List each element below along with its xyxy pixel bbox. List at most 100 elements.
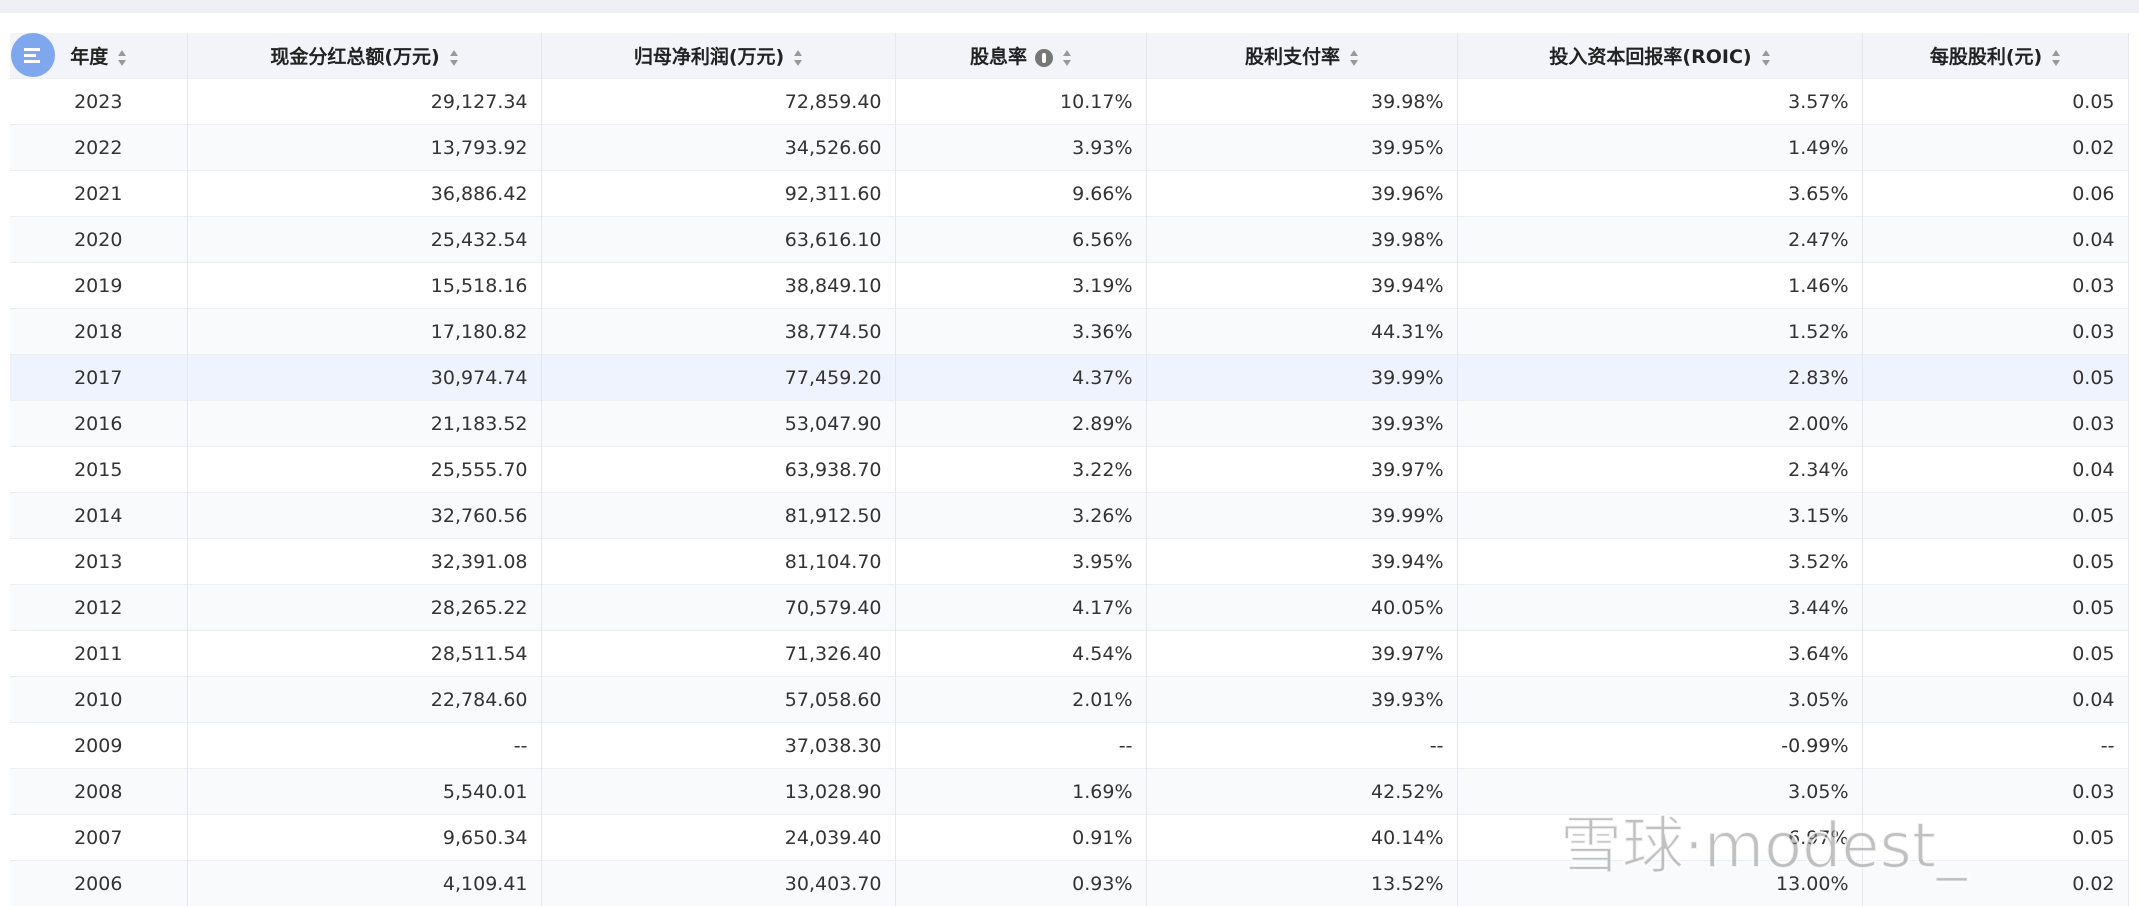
table-cell: 39.95% (1146, 124, 1458, 171)
table-row: 2007 9,650.34 24,039.40 0.91% 40.14% 6.97% 0.0… (10, 814, 2129, 861)
table-cell: 57,058.60 (541, 676, 896, 723)
table-cell: 13.52% (1146, 860, 1458, 906)
table-cell: 36,886.42 (187, 170, 542, 217)
table-cell: 3.57% (1457, 78, 1863, 125)
table-cell: 2010 (10, 676, 188, 723)
table-cell: 13.00% (1457, 860, 1863, 906)
table-cell: 39.94% (1146, 538, 1458, 585)
table-cell: 3.44% (1457, 584, 1863, 631)
table-cell: 39.97% (1146, 446, 1458, 493)
table-cell: 2.00% (1457, 400, 1863, 447)
table-cell: 3.05% (1457, 676, 1863, 723)
table-cell: 3.19% (895, 262, 1147, 309)
table-cell: 37,038.30 (541, 722, 896, 769)
table-cell: 21,183.52 (187, 400, 542, 447)
table-cell: 25,432.54 (187, 216, 542, 263)
table-cell: 2015 (10, 446, 188, 493)
table-cell: 2016 (10, 400, 188, 447)
column-header[interactable]: 归母净利润(万元) (541, 33, 896, 79)
table-cell: 30,403.70 (541, 860, 896, 906)
table-cell: 2.83% (1457, 354, 1863, 401)
table-cell: 1.52% (1457, 308, 1863, 355)
menu-button[interactable] (11, 33, 55, 77)
table-cell: 15,518.16 (187, 262, 542, 309)
table-row: 2020 25,432.54 63,616.10 6.56% 39.98% 2.47% 0.… (10, 216, 2129, 263)
table-cell: 0.05 (1862, 630, 2129, 677)
column-header[interactable]: 投入资本回报率(ROIC) (1457, 33, 1863, 79)
sort-icon[interactable] (118, 49, 127, 66)
column-header[interactable]: 股利支付率 (1146, 33, 1458, 79)
dividend-table: 年度 现金分红总额(万元) 归母净利润(万元) 股息率 股利支付率 投入资本回报率(ROI… (10, 33, 2129, 906)
table-cell: 39.98% (1146, 78, 1458, 125)
table-cell: 4,109.41 (187, 860, 542, 906)
table-cell: 5,540.01 (187, 768, 542, 815)
column-header[interactable]: 每股股利(元) (1862, 33, 2129, 79)
table-cell: 0.05 (1862, 492, 2129, 539)
table-row: 2023 29,127.34 72,859.40 10.17% 39.98% 3.57% 0… (10, 78, 2129, 125)
column-header[interactable]: 股息率 (895, 33, 1147, 79)
table-cell: 4.17% (895, 584, 1147, 631)
table-row: 2013 32,391.08 81,104.70 3.95% 39.94% 3.52% 0.… (10, 538, 2129, 585)
table-cell: 0.03 (1862, 308, 2129, 355)
header-label: 股利支付率 (1244, 46, 1340, 68)
sort-icon[interactable] (2052, 49, 2061, 66)
table-cell: 28,511.54 (187, 630, 542, 677)
table-row: 2019 15,518.16 38,849.10 3.19% 39.94% 1.46% 0.… (10, 262, 2129, 309)
table-cell: 3.93% (895, 124, 1147, 171)
table-row: 2018 17,180.82 38,774.50 3.36% 44.31% 1.52% 0.… (10, 308, 2129, 355)
table-cell: 4.37% (895, 354, 1147, 401)
watermark: 雪球·modest_ (1559, 808, 1968, 883)
table-cell: 2019 (10, 262, 188, 309)
table-row: 2012 28,265.22 70,579.40 4.17% 40.05% 3.44% 0.… (10, 584, 2129, 631)
table-row: 2006 4,109.41 30,403.70 0.93% 13.52% 13.00% 0.… (10, 860, 2129, 906)
table-cell: 2014 (10, 492, 188, 539)
table-row: 2009 -- 37,038.30 -- -- -0.99% -- (10, 722, 2129, 769)
table-row: 2015 25,555.70 63,938.70 3.22% 39.97% 2.34% 0.… (10, 446, 2129, 493)
table-cell: 39.98% (1146, 216, 1458, 263)
table-cell: 17,180.82 (187, 308, 542, 355)
table-cell: 1.69% (895, 768, 1147, 815)
table-cell: 28,265.22 (187, 584, 542, 631)
column-header[interactable]: 现金分红总额(万元) (187, 33, 542, 79)
top-band (0, 0, 2139, 13)
table-cell: 29,127.34 (187, 78, 542, 125)
table-row: 2022 13,793.92 34,526.60 3.93% 39.95% 1.49% 0.… (10, 124, 2129, 171)
sort-icon[interactable] (794, 49, 803, 66)
table-cell: 2006 (10, 860, 188, 906)
table-cell: 2021 (10, 170, 188, 217)
table-cell: 0.93% (895, 860, 1147, 906)
sort-icon[interactable] (1350, 49, 1358, 66)
table-cell: -- (1862, 722, 2129, 769)
header-row: 年度 现金分红总额(万元) 归母净利润(万元) 股息率 股利支付率 投入资本回报率(ROI… (10, 33, 2129, 79)
table-cell: 0.02 (1862, 860, 2129, 906)
table-cell: 0.04 (1862, 216, 2129, 263)
table-cell: 2011 (10, 630, 188, 677)
table-cell: 0.03 (1862, 262, 2129, 309)
table-cell: 40.05% (1146, 584, 1458, 631)
table-cell: 0.02 (1862, 124, 2129, 171)
table-cell: 1.49% (1457, 124, 1863, 171)
sort-icon[interactable] (1761, 49, 1770, 66)
sort-icon[interactable] (449, 49, 458, 66)
table-cell: 3.95% (895, 538, 1147, 585)
header-label: 股息率 (969, 46, 1027, 68)
table-cell: 24,039.40 (541, 814, 896, 861)
help-icon[interactable] (1035, 48, 1053, 67)
table-cell: 2.89% (895, 400, 1147, 447)
table-cell: 6.97% (1457, 814, 1863, 861)
table-cell: 0.91% (895, 814, 1147, 861)
table-row: 2021 36,886.42 92,311.60 9.66% 39.96% 3.65% 0.… (10, 170, 2129, 217)
table-cell: 39.93% (1146, 400, 1458, 447)
table-cell: 72,859.40 (541, 78, 896, 125)
table-cell: -- (1146, 722, 1458, 769)
table-cell: 2.34% (1457, 446, 1863, 493)
table-cell: 2023 (10, 78, 188, 125)
table-cell: 0.05 (1862, 584, 2129, 631)
table-cell: 30,974.74 (187, 354, 542, 401)
table-cell: 2.47% (1457, 216, 1863, 263)
sort-icon[interactable] (1063, 49, 1071, 66)
table-cell: 39.96% (1146, 170, 1458, 217)
table-cell: 2008 (10, 768, 188, 815)
table-cell: 3.52% (1457, 538, 1863, 585)
